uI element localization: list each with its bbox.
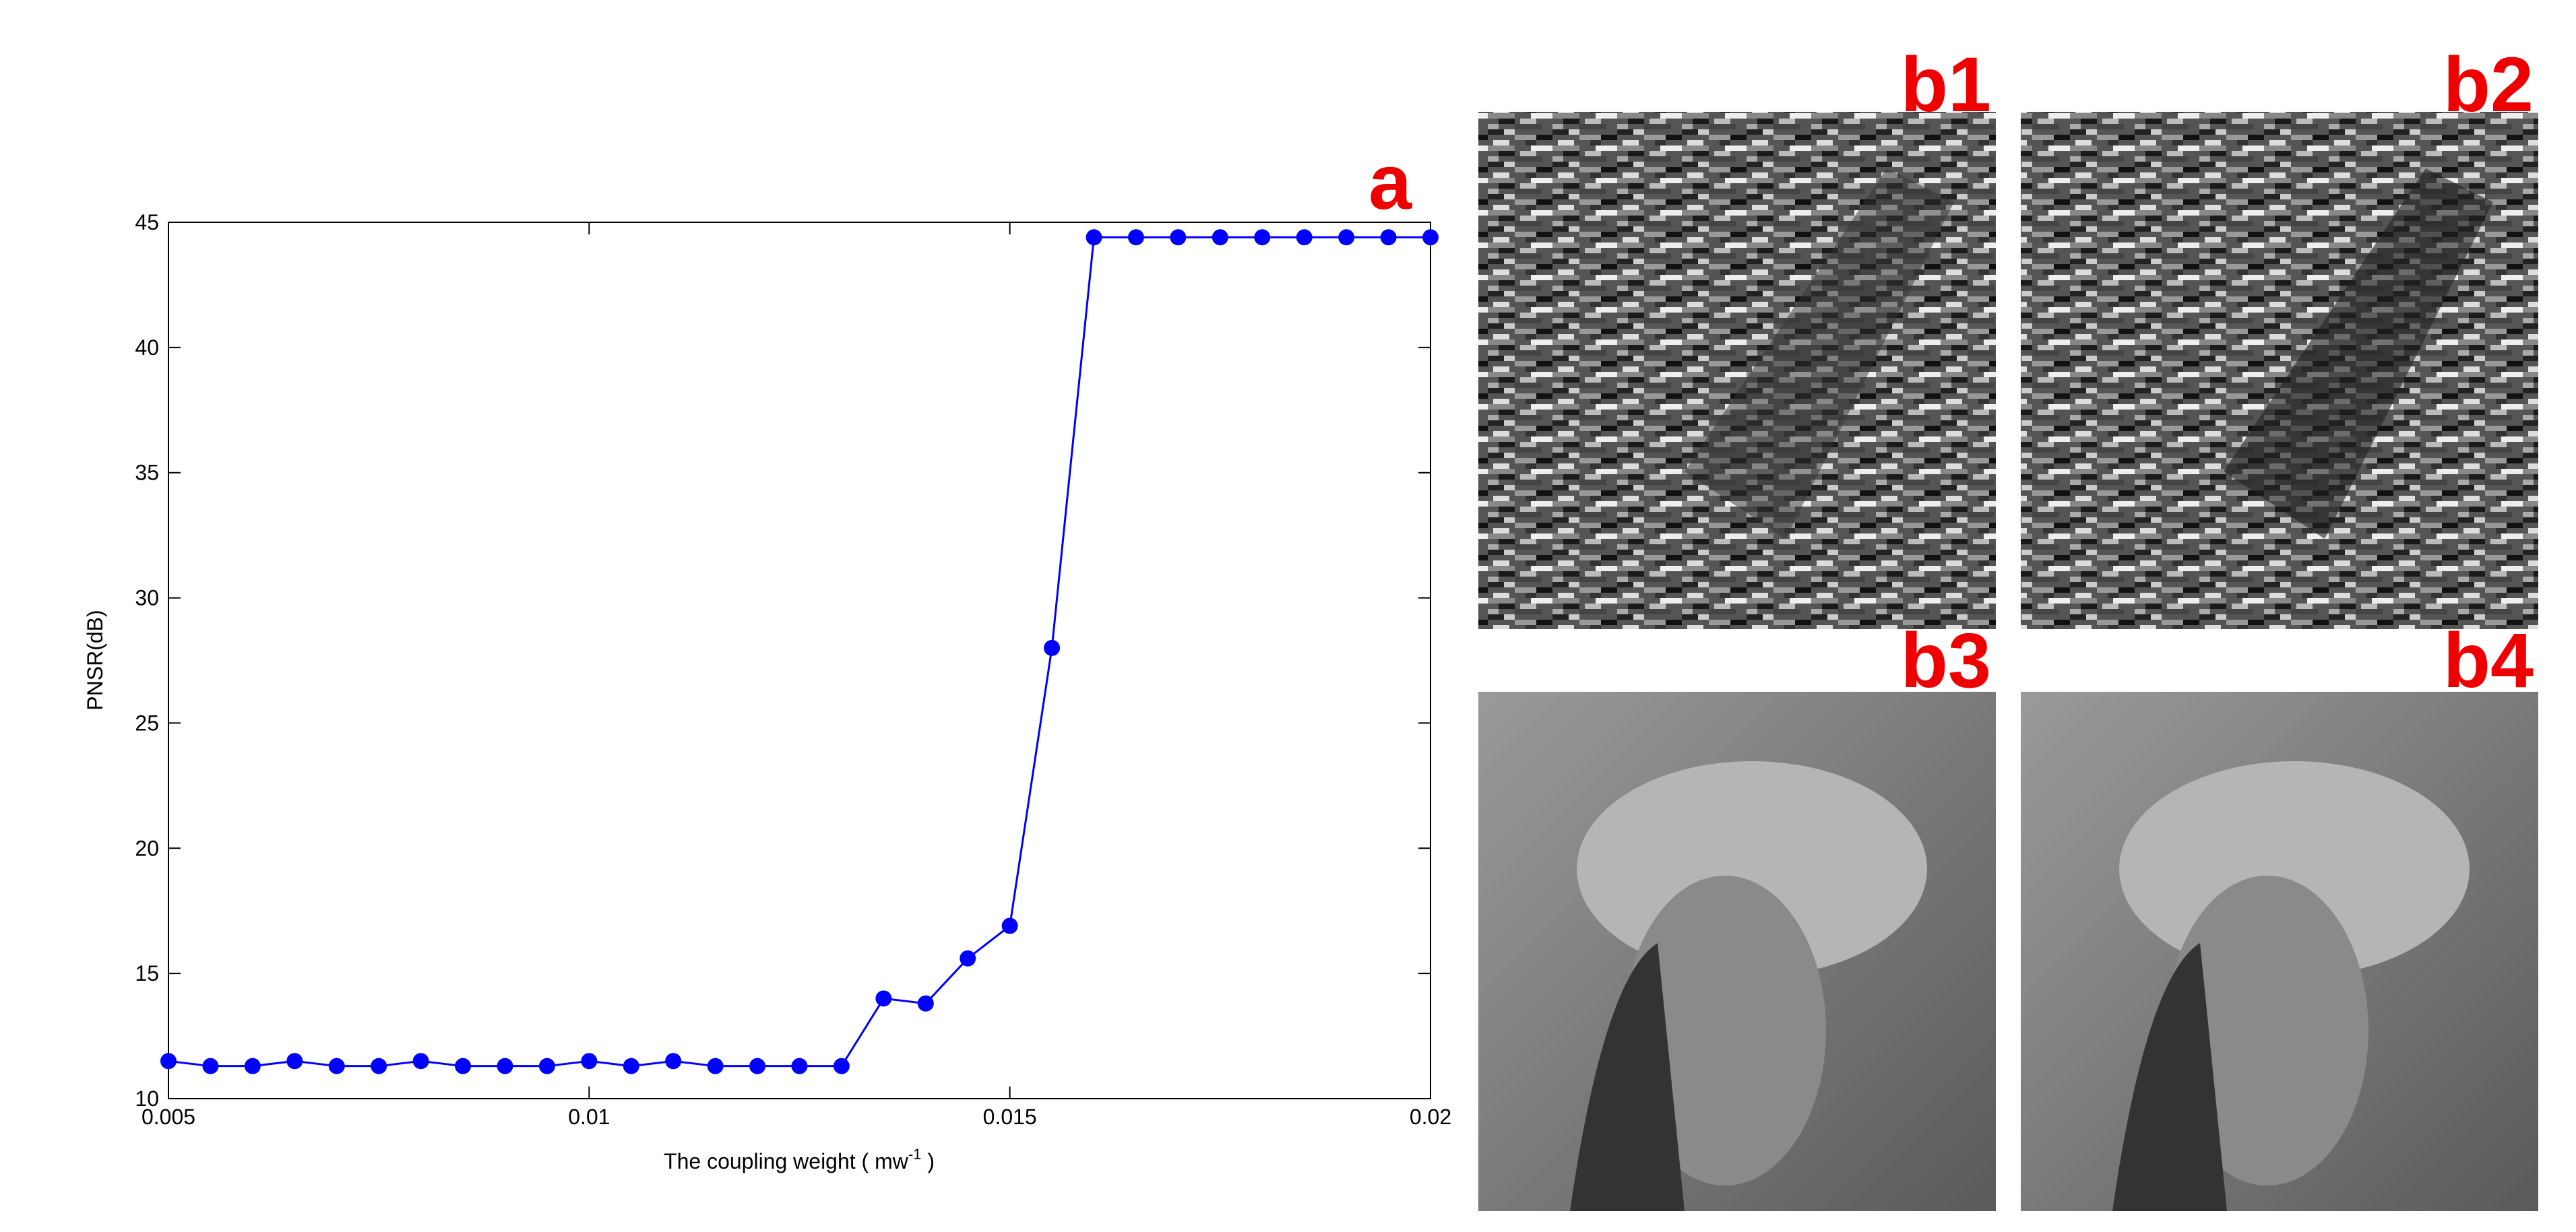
data-point — [791, 1058, 808, 1074]
data-point — [1296, 229, 1313, 246]
image-b2 — [2021, 112, 2538, 629]
data-point — [1086, 229, 1102, 246]
y-tick-label: 25 — [135, 711, 159, 735]
x-tick-label: 0.005 — [142, 1105, 195, 1129]
data-point — [665, 1053, 682, 1070]
data-point — [1001, 917, 1018, 934]
data-point — [1212, 229, 1228, 246]
y-axis-label: PNSR(dB) — [83, 610, 107, 710]
data-point — [455, 1058, 472, 1074]
data-point — [1044, 639, 1061, 656]
data-point — [497, 1058, 513, 1074]
data-point — [328, 1058, 345, 1074]
image-label: b3 — [1901, 618, 1991, 704]
image-label: b1 — [1901, 42, 1991, 128]
data-point — [960, 950, 976, 967]
y-tick-label: 15 — [135, 961, 159, 985]
data-point — [160, 1053, 177, 1070]
data-point — [1338, 229, 1355, 246]
image-label: b4 — [2443, 618, 2534, 704]
x-axis-label-sup: -1 — [908, 1146, 922, 1163]
image-b3 — [1478, 692, 1996, 1211]
data-point — [1127, 229, 1144, 246]
data-point — [833, 1058, 850, 1074]
data-point — [371, 1058, 387, 1074]
data-point — [917, 995, 934, 1012]
x-axis-label-end: ) — [921, 1149, 935, 1173]
data-point — [707, 1058, 724, 1074]
image-label: b2 — [2443, 42, 2534, 128]
y-tick-label: 20 — [135, 836, 159, 860]
y-tick-label: 35 — [135, 461, 159, 485]
x-tick-label: 0.015 — [983, 1105, 1037, 1129]
x-axis-label-main: The coupling weight ( mw — [664, 1149, 909, 1173]
data-point — [202, 1058, 219, 1074]
data-point — [875, 990, 892, 1007]
data-point — [749, 1058, 766, 1074]
axes-box — [168, 222, 1431, 1099]
image-b4 — [2021, 692, 2538, 1211]
data-point — [581, 1053, 598, 1070]
image-b1 — [1478, 112, 1996, 629]
panel-label: a — [1369, 139, 1412, 226]
x-tick-label: 0.02 — [1410, 1105, 1451, 1129]
x-axis-label: The coupling weight ( mw-1 ) — [664, 1146, 935, 1173]
data-point — [1380, 229, 1397, 246]
y-tick-label: 30 — [135, 586, 159, 610]
y-tick-label: 10 — [135, 1087, 159, 1111]
x-tick-label: 0.01 — [568, 1105, 610, 1129]
data-point — [412, 1053, 429, 1070]
data-point — [1170, 229, 1187, 246]
data-point — [1422, 229, 1439, 246]
data-point — [623, 1058, 639, 1074]
data-point — [244, 1058, 261, 1074]
data-point — [538, 1058, 555, 1074]
y-tick-label: 40 — [135, 335, 159, 360]
data-point — [286, 1053, 303, 1070]
y-tick-label: 45 — [135, 210, 159, 234]
data-point — [1254, 229, 1271, 246]
